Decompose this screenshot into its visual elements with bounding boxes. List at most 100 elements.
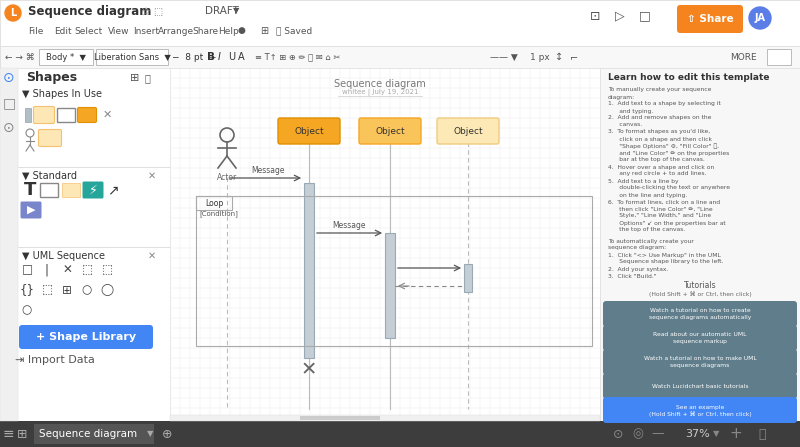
Text: the top of the canvas.: the top of the canvas. xyxy=(608,228,685,232)
Text: Sequence diagram: Sequence diagram xyxy=(334,79,426,89)
Text: (Hold Shift + ⌘ or Ctrl, then click): (Hold Shift + ⌘ or Ctrl, then click) xyxy=(649,411,751,417)
Text: 2.  Add and remove shapes on the: 2. Add and remove shapes on the xyxy=(608,115,711,121)
Text: To manually create your sequence: To manually create your sequence xyxy=(608,88,711,93)
Text: Watch a tutorial on how to make UML: Watch a tutorial on how to make UML xyxy=(644,357,756,362)
Text: any red circle + to add lines.: any red circle + to add lines. xyxy=(608,172,706,177)
Text: 37%: 37% xyxy=(686,429,710,439)
Text: MORE: MORE xyxy=(730,52,757,62)
Bar xyxy=(0,68,170,421)
Text: Liberation Sans  ▼: Liberation Sans ▼ xyxy=(94,52,170,62)
Text: Sequence diagram: Sequence diagram xyxy=(28,5,151,18)
Text: U: U xyxy=(228,52,235,62)
Text: ⬚: ⬚ xyxy=(153,7,162,17)
Text: L: L xyxy=(10,8,16,18)
Text: 3.  Click "Build.": 3. Click "Build." xyxy=(608,274,657,278)
Text: 🔍: 🔍 xyxy=(145,73,151,83)
Text: ▼ Standard: ▼ Standard xyxy=(22,171,77,181)
Text: Options" ↙ on the properties bar at: Options" ↙ on the properties bar at xyxy=(608,220,726,225)
Text: □: □ xyxy=(639,9,651,22)
Text: Message: Message xyxy=(332,221,366,230)
FancyBboxPatch shape xyxy=(603,325,797,351)
FancyBboxPatch shape xyxy=(57,108,75,122)
Text: sequence diagrams automatically: sequence diagrams automatically xyxy=(649,316,751,320)
Text: ▼: ▼ xyxy=(233,7,239,16)
Text: JA: JA xyxy=(754,13,766,23)
Text: ⤢: ⤢ xyxy=(758,427,766,440)
Text: ⇥ Import Data: ⇥ Import Data xyxy=(15,355,95,365)
Bar xyxy=(18,167,170,168)
Text: ▷: ▷ xyxy=(615,9,625,22)
Text: ▶: ▶ xyxy=(26,205,35,215)
Text: Edit: Edit xyxy=(54,26,72,35)
Text: —— ▼: —— ▼ xyxy=(490,52,518,62)
Bar xyxy=(0,46,800,68)
Text: ⊙: ⊙ xyxy=(613,427,623,440)
Text: ☆: ☆ xyxy=(140,7,150,17)
Text: Watch a tutorial on how to create: Watch a tutorial on how to create xyxy=(650,308,750,313)
Bar xyxy=(25,108,31,122)
Text: canvas.: canvas. xyxy=(608,122,642,127)
FancyBboxPatch shape xyxy=(677,5,743,33)
Text: Sequence shape library to the left.: Sequence shape library to the left. xyxy=(608,260,723,265)
Text: ⊙: ⊙ xyxy=(3,121,15,135)
Text: +: + xyxy=(730,426,742,442)
Text: To automatically create your: To automatically create your xyxy=(608,239,694,244)
Text: ← → ⌘: ← → ⌘ xyxy=(5,52,34,62)
Text: {}: {} xyxy=(19,283,34,296)
Text: Insert: Insert xyxy=(133,26,159,35)
Text: Loop: Loop xyxy=(205,198,223,207)
Text: Object: Object xyxy=(294,127,324,135)
Text: Share: Share xyxy=(192,26,218,35)
FancyBboxPatch shape xyxy=(767,49,791,65)
Text: 1 px: 1 px xyxy=(530,52,550,62)
Text: Watch Lucidchart basic tutorials: Watch Lucidchart basic tutorials xyxy=(652,384,748,388)
Bar xyxy=(385,233,395,338)
Text: 4.  Hover over a shape and click on: 4. Hover over a shape and click on xyxy=(608,164,714,169)
Text: ⊞: ⊞ xyxy=(260,26,268,36)
Text: —: — xyxy=(652,427,664,440)
Text: |: | xyxy=(45,263,49,277)
Text: sequence markup: sequence markup xyxy=(673,340,727,345)
Text: + Shape Library: + Shape Library xyxy=(36,332,136,342)
Text: ⇧ Share: ⇧ Share xyxy=(686,14,734,24)
Text: Learn how to edit this template: Learn how to edit this template xyxy=(608,73,770,83)
Text: Object: Object xyxy=(453,127,483,135)
Bar xyxy=(170,68,600,421)
FancyBboxPatch shape xyxy=(19,325,153,349)
FancyBboxPatch shape xyxy=(78,107,97,122)
FancyBboxPatch shape xyxy=(34,424,154,444)
Text: ▼ UML Sequence: ▼ UML Sequence xyxy=(22,251,105,261)
Text: 3.  To format shapes as you'd like,: 3. To format shapes as you'd like, xyxy=(608,130,710,135)
Text: ⌐: ⌐ xyxy=(570,52,578,62)
Text: ●: ● xyxy=(237,26,245,35)
FancyBboxPatch shape xyxy=(437,118,499,144)
Text: ↕: ↕ xyxy=(555,52,563,62)
Text: View: View xyxy=(108,26,130,35)
FancyBboxPatch shape xyxy=(82,181,103,198)
Text: Arrange: Arrange xyxy=(158,26,194,35)
Text: ⊞: ⊞ xyxy=(130,73,139,83)
FancyBboxPatch shape xyxy=(603,349,797,375)
Text: on the line and typing.: on the line and typing. xyxy=(608,193,687,198)
Text: 5.  Add text to a line by: 5. Add text to a line by xyxy=(608,178,678,184)
Bar xyxy=(300,416,380,420)
Text: ◯: ◯ xyxy=(101,283,114,296)
Text: "Shape Options" ⚙, "Fill Color" 🎨,: "Shape Options" ⚙, "Fill Color" 🎨, xyxy=(608,143,719,149)
Text: A: A xyxy=(238,52,245,62)
Text: ⊡: ⊡ xyxy=(590,9,600,22)
Bar xyxy=(170,415,600,421)
Text: 1.  Add text to a shape by selecting it: 1. Add text to a shape by selecting it xyxy=(608,101,721,106)
Text: ⚡: ⚡ xyxy=(89,184,98,197)
Bar xyxy=(600,68,800,421)
Text: ▼ Shapes In Use: ▼ Shapes In Use xyxy=(22,89,102,99)
Text: See an example: See an example xyxy=(676,405,724,409)
Text: Style," "Line Width," and "Line: Style," "Line Width," and "Line xyxy=(608,214,711,219)
FancyBboxPatch shape xyxy=(39,49,93,65)
Text: ⊞: ⊞ xyxy=(17,427,27,440)
Text: ○: ○ xyxy=(22,304,32,316)
Text: double-clicking the text or anywhere: double-clicking the text or anywhere xyxy=(608,186,730,190)
Text: whitee | July 19, 2021: whitee | July 19, 2021 xyxy=(342,89,418,97)
Text: ↗: ↗ xyxy=(107,183,119,197)
Text: ◎: ◎ xyxy=(633,427,643,440)
Bar xyxy=(304,183,314,358)
